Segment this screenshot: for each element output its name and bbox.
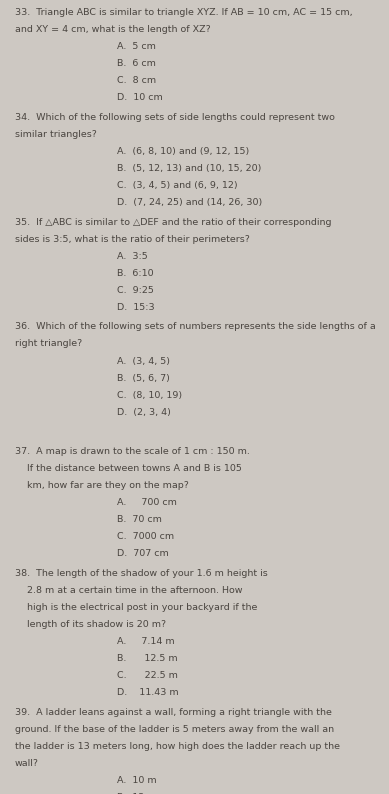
- Text: B.  70 cm: B. 70 cm: [117, 515, 161, 524]
- Text: sides is 3:5, what is the ratio of their perimeters?: sides is 3:5, what is the ratio of their…: [15, 234, 250, 244]
- Text: A.     7.14 m: A. 7.14 m: [117, 637, 174, 646]
- Text: the ladder is 13 meters long, how high does the ladder reach up the: the ladder is 13 meters long, how high d…: [15, 742, 340, 751]
- Text: length of its shadow is 20 m?: length of its shadow is 20 m?: [15, 620, 166, 629]
- Text: high is the electrical post in your backyard if the: high is the electrical post in your back…: [15, 603, 257, 612]
- Text: A.  10 m: A. 10 m: [117, 776, 156, 785]
- Text: C.      22.5 m: C. 22.5 m: [117, 671, 177, 680]
- Text: C.  8 cm: C. 8 cm: [117, 76, 156, 85]
- Text: 38.  The length of the shadow of your 1.6 m height is: 38. The length of the shadow of your 1.6…: [15, 569, 268, 578]
- Text: A.     700 cm: A. 700 cm: [117, 498, 177, 507]
- Text: B.      12.5 m: B. 12.5 m: [117, 654, 177, 663]
- Text: D.    11.43 m: D. 11.43 m: [117, 688, 178, 697]
- Text: A.  3:5: A. 3:5: [117, 252, 147, 260]
- Text: right triangle?: right triangle?: [15, 339, 82, 349]
- Text: and XY = 4 cm, what is the length of XZ?: and XY = 4 cm, what is the length of XZ?: [15, 25, 210, 34]
- Text: 33.  Triangle ABC is similar to triangle XYZ. If AB = 10 cm, AC = 15 cm,: 33. Triangle ABC is similar to triangle …: [15, 8, 352, 17]
- Text: B.  6:10: B. 6:10: [117, 268, 153, 278]
- Text: C.  9:25: C. 9:25: [117, 286, 154, 295]
- Text: 36.  Which of the following sets of numbers represents the side lengths of a: 36. Which of the following sets of numbe…: [15, 322, 375, 331]
- Text: D.  707 cm: D. 707 cm: [117, 549, 168, 558]
- Text: A.  (6, 8, 10) and (9, 12, 15): A. (6, 8, 10) and (9, 12, 15): [117, 147, 249, 156]
- Text: 35.  If △ABC is similar to △DEF and the ratio of their corresponding: 35. If △ABC is similar to △DEF and the r…: [15, 218, 331, 226]
- Text: 2.8 m at a certain time in the afternoon. How: 2.8 m at a certain time in the afternoon…: [15, 586, 242, 595]
- Text: 39.  A ladder leans against a wall, forming a right triangle with the: 39. A ladder leans against a wall, formi…: [15, 707, 332, 717]
- Text: 34.  Which of the following sets of side lengths could represent two: 34. Which of the following sets of side …: [15, 113, 335, 121]
- Text: B.  (5, 6, 7): B. (5, 6, 7): [117, 373, 170, 383]
- Text: wall?: wall?: [15, 759, 39, 768]
- Text: If the distance between towns A and B is 105: If the distance between towns A and B is…: [15, 464, 242, 473]
- Text: D.  10 cm: D. 10 cm: [117, 93, 163, 102]
- Text: 37.  A map is drawn to the scale of 1 cm : 150 m.: 37. A map is drawn to the scale of 1 cm …: [15, 447, 250, 456]
- Text: A.  (3, 4, 5): A. (3, 4, 5): [117, 357, 170, 365]
- Text: km, how far are they on the map?: km, how far are they on the map?: [15, 481, 189, 490]
- Text: C.  (3, 4, 5) and (6, 9, 12): C. (3, 4, 5) and (6, 9, 12): [117, 181, 237, 190]
- Text: A.  5 cm: A. 5 cm: [117, 42, 156, 51]
- Text: B.  6 cm: B. 6 cm: [117, 59, 156, 68]
- Text: C.  (8, 10, 19): C. (8, 10, 19): [117, 391, 182, 399]
- Text: D.  (7, 24, 25) and (14, 26, 30): D. (7, 24, 25) and (14, 26, 30): [117, 198, 262, 207]
- Text: C.  7000 cm: C. 7000 cm: [117, 532, 174, 542]
- Text: ground. If the base of the ladder is 5 meters away from the wall an: ground. If the base of the ladder is 5 m…: [15, 725, 334, 734]
- Text: B.  12 m: B. 12 m: [117, 793, 156, 794]
- Text: similar triangles?: similar triangles?: [15, 129, 96, 139]
- Text: Ḋ.  (2, 3, 4): Ḋ. (2, 3, 4): [117, 407, 170, 417]
- Text: D.  15:3: D. 15:3: [117, 303, 154, 312]
- Text: B.  (5, 12, 13) and (10, 15, 20): B. (5, 12, 13) and (10, 15, 20): [117, 164, 261, 173]
